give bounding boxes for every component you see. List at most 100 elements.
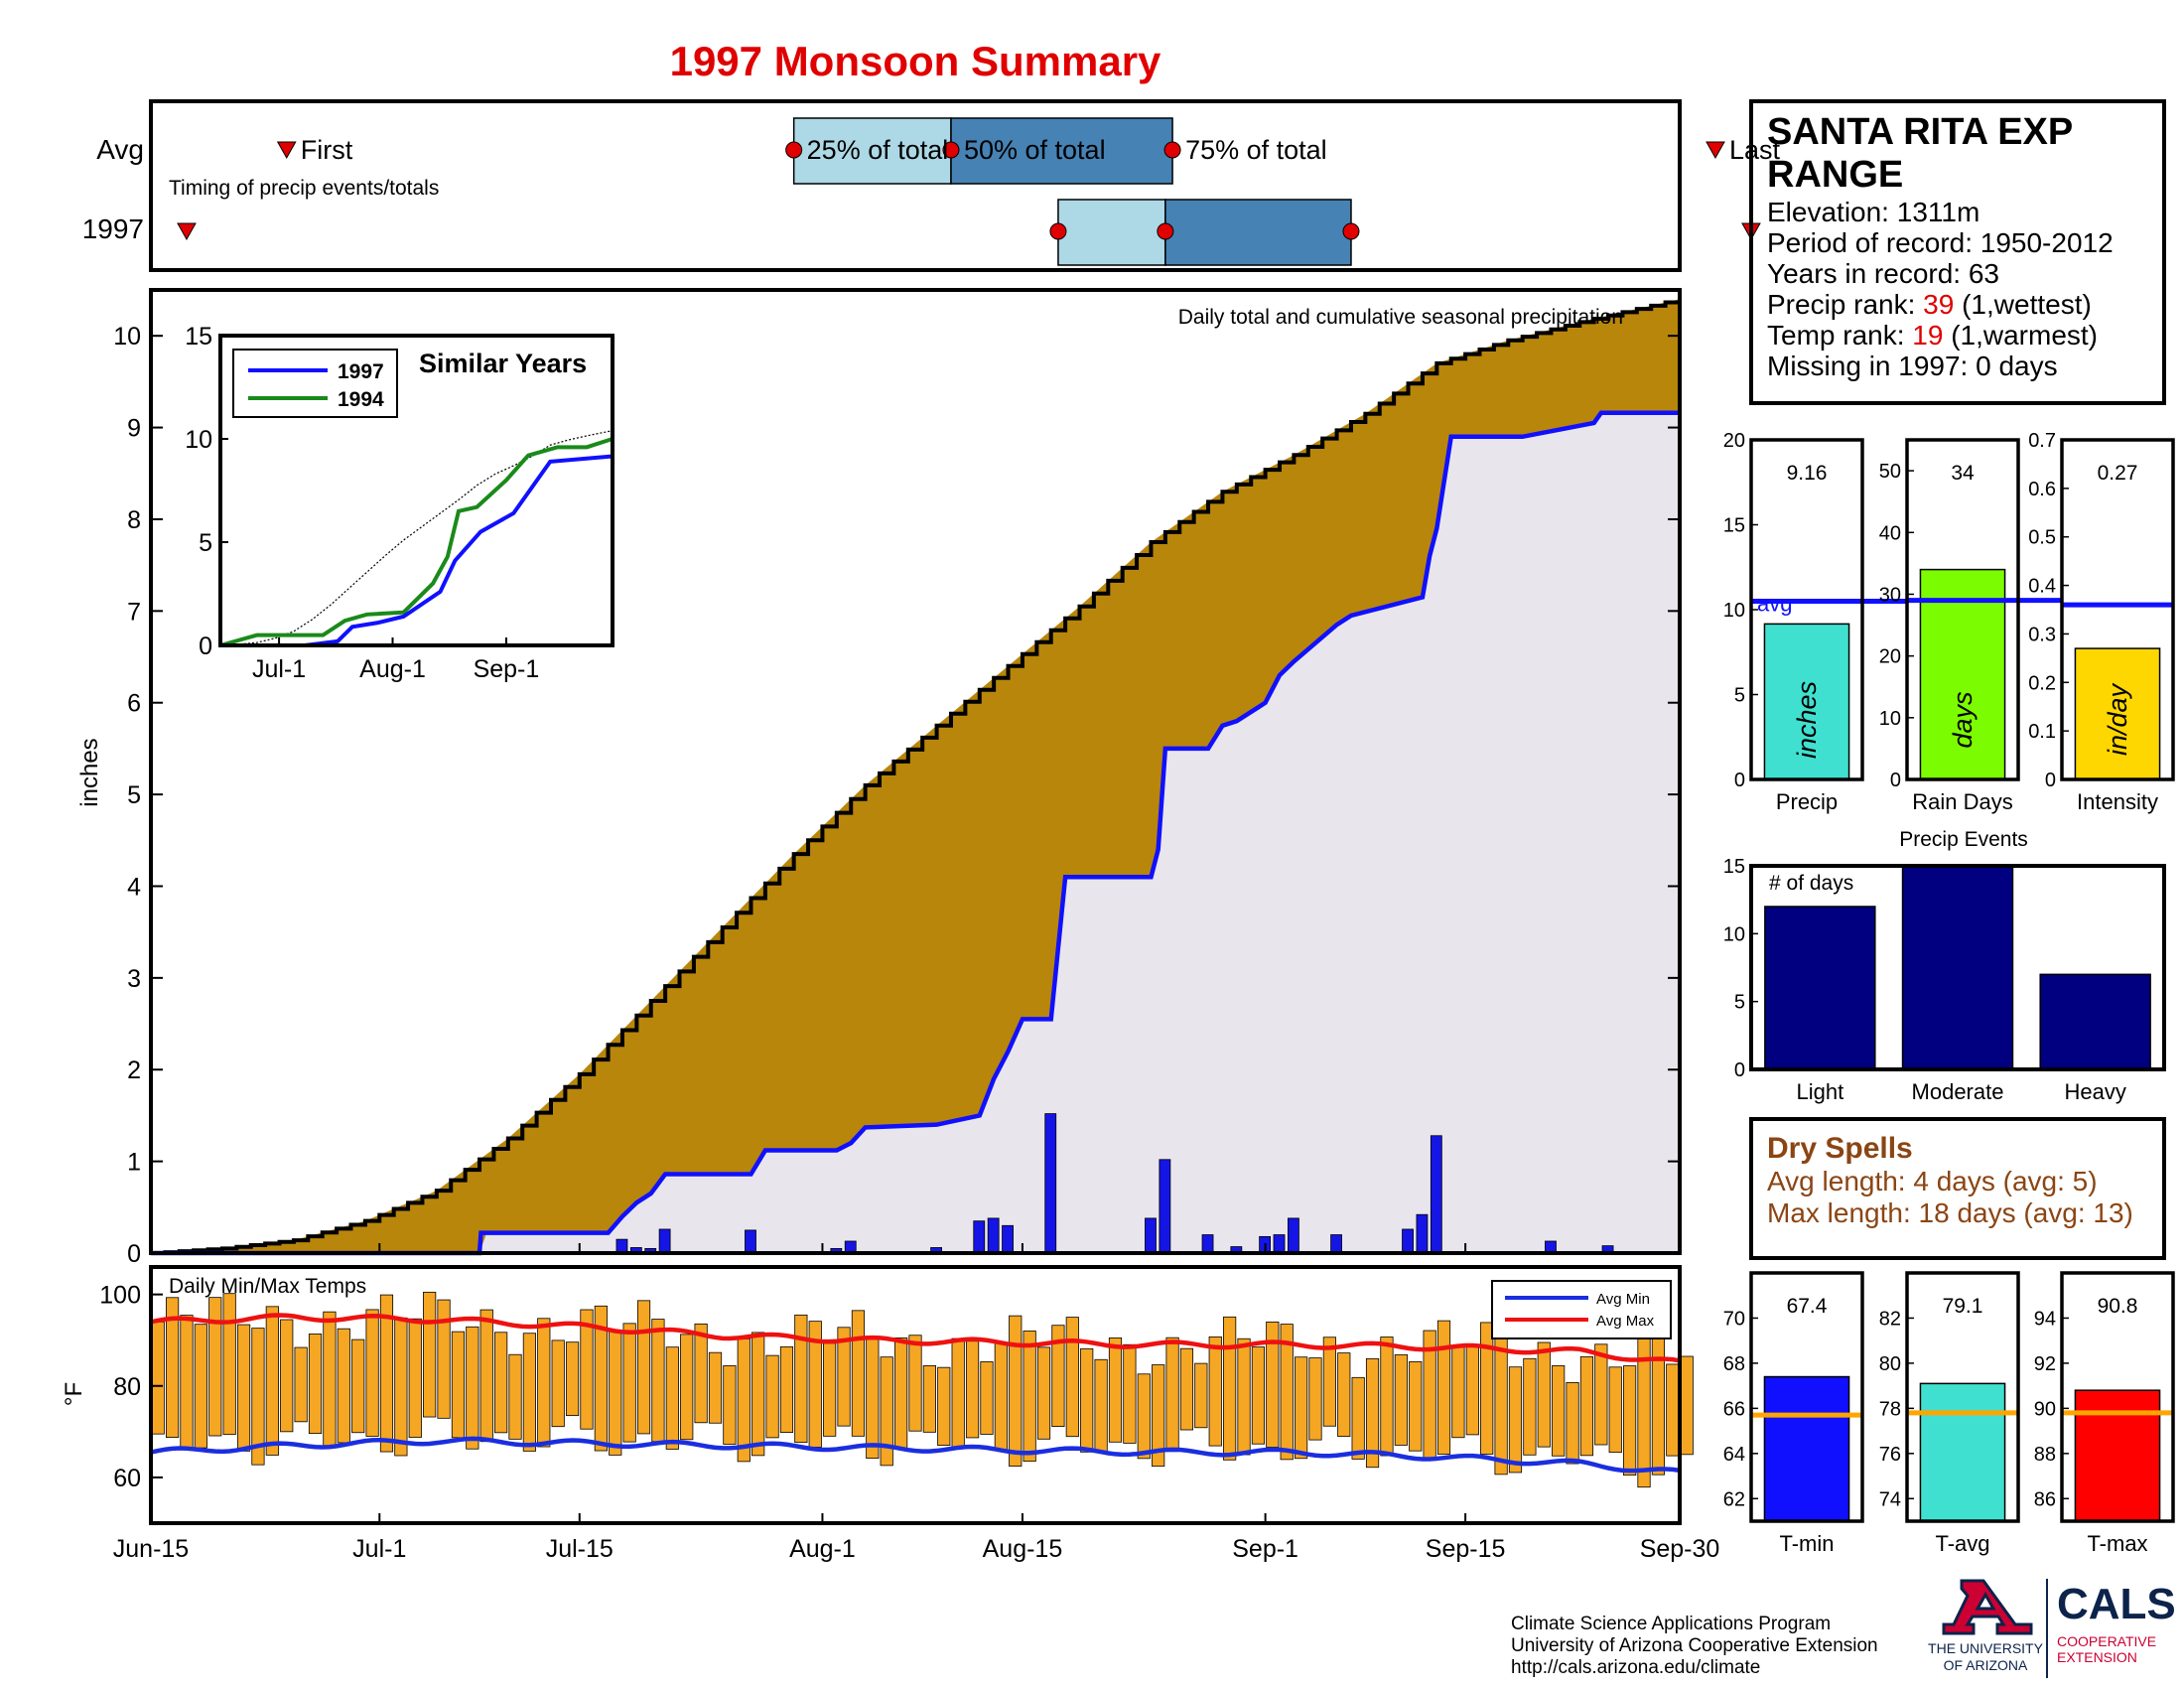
x-tick-label: Sep-15 (1426, 1535, 1506, 1563)
daily-temp-bar (1009, 1315, 1023, 1467)
dry-spells-frame (1749, 1117, 2166, 1260)
x-tick-label: Sep-1 (1232, 1535, 1298, 1563)
daily-temp-bar (794, 1314, 808, 1444)
daily-temp-bar (594, 1305, 608, 1452)
daily-temp-bar (1594, 1343, 1608, 1446)
temp-legend-min-label: Avg Min (1596, 1291, 1650, 1308)
temp-plot-area (150, 1291, 1694, 1488)
avg-max-line (150, 1313, 1681, 1363)
daily-temp-bar (609, 1330, 622, 1456)
daily-temp-bar (1394, 1353, 1408, 1446)
daily-precip-bar (745, 1229, 756, 1254)
stat-y-tick-label: 40 (1879, 522, 1901, 544)
daily-temp-bar (1280, 1324, 1294, 1461)
stat-y-tick-label: 0 (2045, 770, 2056, 791)
cum-avg-line (151, 299, 1682, 1255)
precip-events-frame (1749, 864, 2166, 1071)
inset-x-tick-label: Jul-1 (252, 655, 306, 683)
main-y-tick-label: 10 (113, 323, 141, 351)
daily-temp-bar (1537, 1341, 1551, 1448)
daily-temp-bar (494, 1332, 508, 1434)
main-y-ticks: 0 1 2 3 4 5 6 7 8 9 10 (113, 323, 1680, 1268)
inset-frame (218, 334, 614, 647)
stat-value: 34 (1951, 462, 1975, 485)
daily-temp-bar (1237, 1337, 1251, 1456)
daily-temp-bar (1094, 1358, 1108, 1453)
x-tick-label: Jul-15 (546, 1535, 614, 1563)
timing-triangle-first (177, 222, 197, 241)
stat-y-tick-label: 10 (1723, 600, 1745, 622)
timing-marker-p50 (942, 141, 960, 159)
stat-bar (1763, 1375, 1850, 1522)
daily-temp-bar (1036, 1346, 1051, 1440)
temp-y-label: °F (61, 1382, 87, 1406)
timing-box-25-50 (1057, 199, 1166, 266)
precip-event-bar (2039, 973, 2151, 1070)
stat-y-tick-label: 64 (1723, 1444, 1745, 1466)
daily-temp-bar (1223, 1316, 1237, 1461)
dry-spells-max-length: Max length: 18 days (avg: 13) (1767, 1197, 2133, 1228)
daily-temp-bar (851, 1310, 866, 1437)
daily-temp-bar (694, 1323, 708, 1424)
stat-value: 9.16 (1787, 462, 1828, 485)
daily-temp-bar (1051, 1325, 1065, 1428)
footer-university: University of Arizona Cooperative Extens… (1511, 1635, 1878, 1656)
inset-legend-1997-label: 1997 (338, 360, 384, 383)
avg-min-line (150, 1436, 1681, 1474)
stat-y-tick-label: 66 (1723, 1398, 1745, 1420)
precip-event-label: Light (1796, 1079, 1843, 1104)
daily-temp-bar (965, 1340, 980, 1439)
stat-value: 90.8 (2098, 1295, 2138, 1318)
main-plot-area (151, 299, 1682, 1256)
daily-temp-bar (723, 1365, 737, 1445)
timing-triangle-last (1706, 141, 1725, 160)
main-y-tick-label: 1 (127, 1149, 141, 1177)
stat-unit-label: in/day (2103, 682, 2132, 756)
stat-y-tick-label: 0 (1734, 770, 1745, 791)
daily-temp-bar (880, 1356, 893, 1467)
timing-row-label-1997: 1997 (82, 213, 144, 244)
stat-y-tick-label: 62 (1723, 1488, 1745, 1510)
daily-temp-bar (1436, 1320, 1451, 1455)
daily-temp-bar (236, 1324, 251, 1452)
daily-temp-bar (922, 1365, 936, 1433)
x-tick-label: Jul-1 (352, 1535, 406, 1563)
daily-precip-bar (1044, 1113, 1057, 1254)
daily-temp-bar (1508, 1366, 1523, 1474)
timing-last-label: Last (1729, 135, 1781, 165)
daily-precip-bar (973, 1220, 986, 1254)
inset-y-tick-label: 10 (185, 426, 212, 454)
daily-temp-bar (1251, 1346, 1266, 1445)
cals-sub2: EXTENSION (2057, 1649, 2137, 1665)
daily-temp-bar (265, 1306, 279, 1456)
daily-temp-bar (180, 1315, 194, 1450)
timing-marker-p50 (1157, 222, 1174, 240)
stat-y-tick-label: 80 (1879, 1353, 1901, 1375)
station-name-line2: RANGE (1767, 154, 1903, 196)
daily-temp-bar (837, 1327, 851, 1427)
stat-y-tick-label: 86 (2034, 1488, 2056, 1510)
timing-p75-label: 75% of total (1185, 135, 1327, 165)
main-caption: Daily total and cumulative seasonal prec… (1178, 306, 1623, 329)
timing-triangle-first (276, 141, 297, 160)
temp-caption: Daily Min/Max Temps (169, 1275, 366, 1298)
timing-row-label-avg: Avg (96, 134, 144, 165)
daily-temp-bar (1566, 1381, 1579, 1465)
daily-temp-bar (866, 1336, 880, 1460)
daily-precip-bar (1002, 1224, 1014, 1254)
stat-y-tick-label: 78 (1879, 1398, 1901, 1420)
precip-event-label: Heavy (2064, 1079, 2125, 1104)
cals-logo: CALS (2057, 1580, 2176, 1628)
stat-y-tick-label: 0.5 (2028, 527, 2056, 549)
daily-precip-bar (1145, 1217, 1157, 1254)
daily-precip-bar (658, 1228, 671, 1254)
ua-logo-line1: THE UNIVERSITY (1928, 1640, 2044, 1656)
stat-bar (1919, 568, 2006, 780)
station-missing-days: Missing in 1997: 0 days (1767, 351, 2058, 381)
daily-temp-bar (251, 1328, 265, 1466)
daily-temp-bar (1380, 1336, 1394, 1457)
cals-sub1: COOPERATIVE (2057, 1633, 2156, 1649)
temp-y-tick-label: 60 (113, 1465, 141, 1492)
stat-y-tick-label: 82 (1879, 1308, 1901, 1330)
